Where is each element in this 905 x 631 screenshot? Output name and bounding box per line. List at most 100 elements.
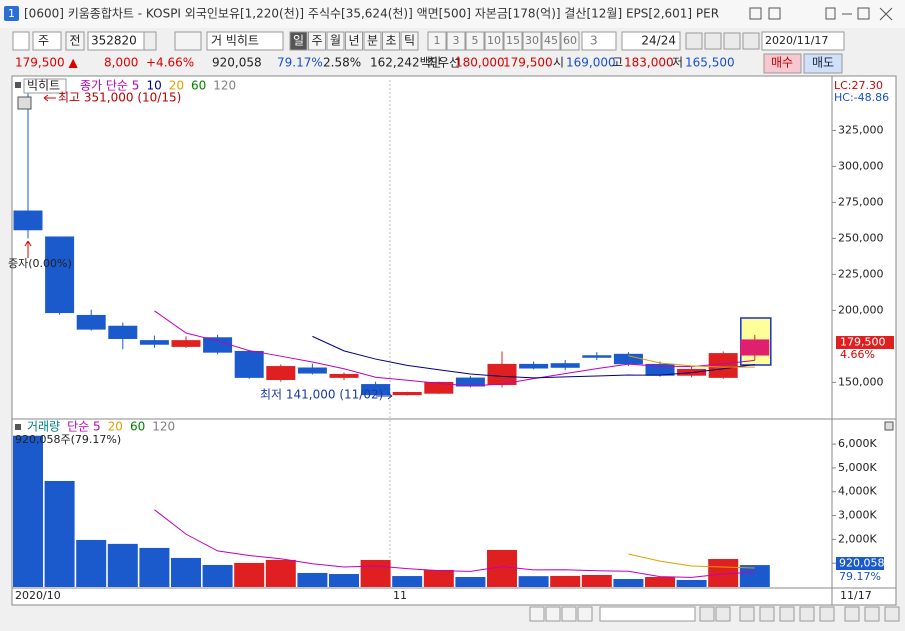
window-controls[interactable]: [749, 7, 893, 21]
date-input[interactable]: [761, 31, 845, 51]
legend-text: 10: [146, 79, 161, 93]
scroll-button[interactable]: [577, 606, 593, 622]
period-button[interactable]: [363, 31, 382, 51]
ctl[interactable]: [749, 7, 762, 20]
minute-text[interactable]: 30: [525, 34, 539, 47]
tool-button[interactable]: [715, 606, 731, 622]
y-tick-label: 150,000: [838, 375, 884, 388]
minute-button[interactable]: [484, 31, 504, 51]
legend-text: 60: [191, 79, 206, 93]
sound-button[interactable]: [174, 31, 202, 51]
badge: [4, 6, 19, 21]
tool-button[interactable]: [844, 606, 860, 622]
volume-bar: [581, 574, 612, 587]
period-button[interactable]: [326, 31, 345, 51]
minute-text[interactable]: 60: [563, 34, 577, 47]
period-button[interactable]: [345, 31, 363, 51]
tool-button[interactable]: [779, 606, 795, 622]
y-tick-label: 325,000: [838, 123, 884, 136]
minute-button[interactable]: [446, 31, 466, 51]
dropdown[interactable]: [143, 31, 157, 51]
minute-text[interactable]: 45: [544, 34, 558, 47]
period-text[interactable]: 주: [311, 34, 322, 48]
panel-name: 빅히트: [27, 79, 60, 93]
tool-button[interactable]: [819, 606, 835, 622]
tool-button[interactable]: [739, 606, 755, 622]
last-price: 179,500: [840, 336, 886, 349]
tool-button[interactable]: [759, 606, 775, 622]
minute-button[interactable]: [465, 31, 485, 51]
button[interactable]: [65, 31, 85, 51]
minute-text[interactable]: 15: [506, 34, 520, 47]
quote-high-label: 고: [612, 56, 623, 70]
icon-button[interactable]: [12, 31, 30, 51]
buy-button[interactable]: [763, 53, 802, 74]
tool-icon[interactable]: [742, 32, 760, 50]
tool-icon[interactable]: [704, 32, 722, 50]
period-button[interactable]: [400, 31, 419, 51]
title-bar: [0, 0, 905, 28]
tool-button[interactable]: [884, 606, 900, 622]
minute-button[interactable]: [522, 31, 542, 51]
tool-button[interactable]: [799, 606, 815, 622]
volume-title: 거래량: [27, 420, 60, 434]
quote-best-label: 최우선: [427, 56, 460, 70]
candle-body: [234, 350, 264, 378]
legend-text: 종가 단순 5: [80, 79, 139, 93]
quote-vol-ratio: 79.17%: [277, 56, 323, 70]
period-text[interactable]: 일: [293, 34, 304, 48]
period-text[interactable]: 분: [367, 34, 378, 48]
minute-button[interactable]: [541, 31, 561, 51]
zoom-track[interactable]: [599, 606, 696, 622]
minute-text[interactable]: 3: [453, 34, 460, 47]
scroll-button[interactable]: [529, 606, 545, 622]
minute-text[interactable]: 10: [487, 34, 501, 47]
quote-bid: 179,500: [503, 56, 553, 70]
volume-bar: [676, 579, 707, 587]
minute-button[interactable]: [503, 31, 523, 51]
ma-line: [154, 509, 755, 578]
ctl[interactable]: [857, 7, 870, 20]
buy-text[interactable]: 매수: [771, 56, 793, 70]
y-tick-label: 275,000: [838, 195, 884, 208]
low-arrow: [376, 392, 393, 400]
sell-button[interactable]: [803, 53, 843, 74]
volume-bar: [550, 575, 581, 587]
sell-text[interactable]: 매도: [812, 56, 834, 70]
name-input[interactable]: [206, 31, 284, 51]
last-pct: 4.66%: [840, 348, 875, 361]
period-text[interactable]: 초: [385, 34, 396, 48]
last-volume-pct: 79.17%: [839, 570, 881, 583]
period-button[interactable]: [289, 31, 308, 51]
period-text[interactable]: 년: [348, 34, 359, 48]
candle-body: [361, 384, 391, 396]
period-text[interactable]: 틱: [404, 34, 415, 48]
period-button[interactable]: [308, 31, 326, 51]
count-text: 24/24: [641, 34, 676, 48]
select[interactable]: [32, 31, 62, 51]
scroll-button[interactable]: [545, 606, 561, 622]
minute-button[interactable]: [427, 31, 447, 51]
tool-icon[interactable]: [685, 32, 703, 50]
ctl[interactable]: [768, 7, 781, 20]
tool-button[interactable]: [864, 606, 880, 622]
ctl[interactable]: [825, 7, 836, 20]
panel-close[interactable]: [884, 421, 894, 431]
step-select[interactable]: [581, 31, 617, 51]
candle-body: [708, 353, 738, 378]
volume-bar: [360, 559, 391, 587]
tool-icon[interactable]: [723, 32, 741, 50]
candle-body: [329, 373, 359, 378]
date-label: 2020/10: [15, 589, 61, 602]
legend-text: 120: [213, 79, 236, 93]
ctl[interactable]: [879, 7, 893, 21]
date-label: 11/17: [840, 589, 872, 602]
minute-text[interactable]: 5: [472, 34, 479, 47]
minute-text[interactable]: 1: [434, 34, 441, 47]
scroll-button[interactable]: [561, 606, 577, 622]
period-button[interactable]: [382, 31, 400, 51]
tool-button[interactable]: [699, 606, 715, 622]
legend-text: 단순 5: [67, 420, 101, 434]
period-text[interactable]: 월: [330, 34, 341, 48]
minute-button[interactable]: [560, 31, 580, 51]
